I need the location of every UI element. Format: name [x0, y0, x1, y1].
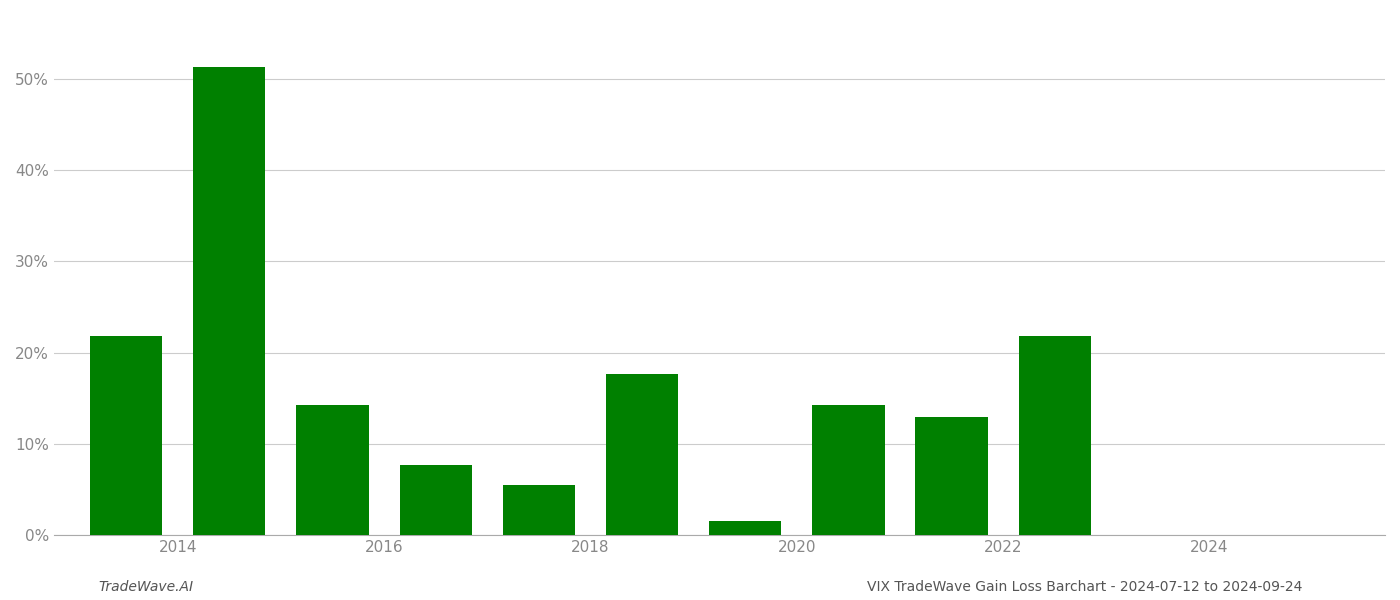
- Bar: [297, 404, 368, 535]
- Bar: [399, 465, 472, 535]
- Bar: [503, 485, 575, 535]
- Bar: [193, 67, 266, 535]
- Bar: [916, 416, 988, 535]
- Bar: [90, 336, 162, 535]
- Text: TradeWave.AI: TradeWave.AI: [98, 580, 193, 594]
- Bar: [812, 404, 885, 535]
- Bar: [710, 521, 781, 535]
- Text: VIX TradeWave Gain Loss Barchart - 2024-07-12 to 2024-09-24: VIX TradeWave Gain Loss Barchart - 2024-…: [867, 580, 1302, 594]
- Bar: [606, 374, 678, 535]
- Bar: [1019, 336, 1091, 535]
